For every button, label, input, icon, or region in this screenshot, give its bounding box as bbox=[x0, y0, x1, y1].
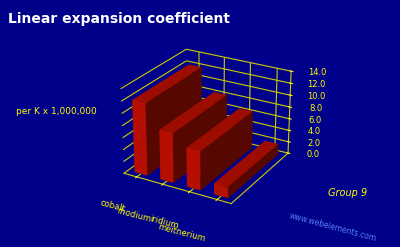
Text: per K x 1,000,000: per K x 1,000,000 bbox=[16, 107, 97, 116]
Text: www.webelements.com: www.webelements.com bbox=[288, 211, 377, 243]
Text: Linear expansion coefficient: Linear expansion coefficient bbox=[8, 12, 230, 26]
Text: Group 9: Group 9 bbox=[328, 188, 367, 198]
